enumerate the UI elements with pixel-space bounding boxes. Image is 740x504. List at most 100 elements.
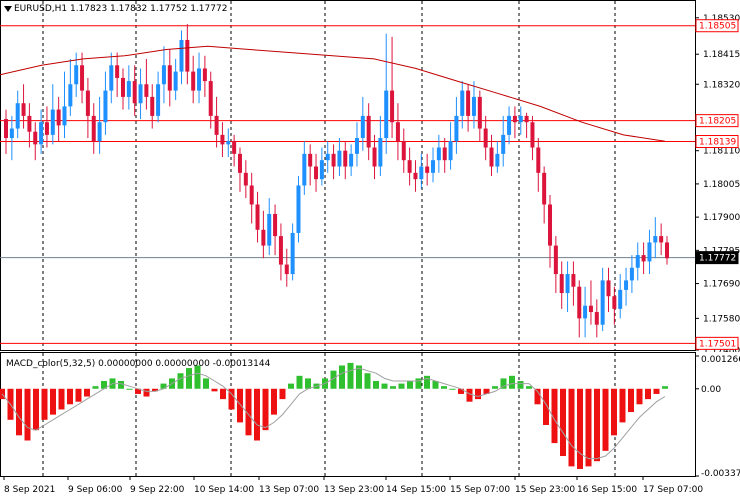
bearish-candle xyxy=(191,71,196,91)
bullish-candle xyxy=(565,274,570,294)
macd-bar xyxy=(92,386,99,389)
macd-bar xyxy=(645,388,651,400)
bullish-candle xyxy=(319,160,324,180)
macd-bar xyxy=(347,362,354,389)
macd-tick-label: -0.0033722 xyxy=(701,469,740,479)
macd-bar xyxy=(67,388,73,405)
time-axis-label: 15 Sep 07:00 xyxy=(450,485,510,495)
bearish-candle xyxy=(21,103,26,116)
bullish-candle xyxy=(138,84,143,104)
macd-bar xyxy=(381,383,388,389)
bullish-candle xyxy=(156,84,161,116)
bullish-candle xyxy=(360,115,365,139)
bearish-candle xyxy=(606,280,611,297)
bearish-candle xyxy=(214,115,219,135)
time-axis-label: 15 Sep 23:00 xyxy=(515,485,575,495)
macd-indicator-panel[interactable]: 0.0012665 0.00 -0.0033722 8 Sep 2021 9 Sep 0… xyxy=(0,352,740,500)
bearish-candle xyxy=(261,229,266,246)
macd-tick-label: 0.00 xyxy=(701,385,721,395)
level-price-tag xyxy=(695,19,739,33)
time-axis-label: 9 Sep 06:00 xyxy=(68,485,123,495)
bullish-candle xyxy=(378,138,383,167)
bearish-candle xyxy=(185,39,190,72)
bearish-candle xyxy=(331,153,336,167)
macd-bar xyxy=(279,388,286,400)
bearish-candle xyxy=(243,172,248,186)
macd-signal-line xyxy=(1,367,666,460)
bullish-candle xyxy=(302,153,307,186)
macd-bar xyxy=(509,375,515,389)
macd-bar xyxy=(245,388,252,436)
bearish-candle xyxy=(571,274,576,287)
bullish-candle xyxy=(325,153,330,161)
macd-bar xyxy=(568,388,575,467)
macd-bar xyxy=(254,388,260,441)
macd-bar xyxy=(16,388,22,436)
macd-bar xyxy=(390,386,396,389)
bullish-candle xyxy=(349,153,354,167)
macd-bar xyxy=(160,383,167,389)
price-tick-label: 1.18530 xyxy=(703,14,740,24)
macd-bar xyxy=(271,388,277,415)
bearish-candle xyxy=(220,134,225,145)
macd-bar xyxy=(33,388,39,431)
macd-bar xyxy=(296,375,303,389)
bullish-candle xyxy=(419,166,424,180)
macd-bar xyxy=(262,388,269,431)
bearish-candle xyxy=(56,109,61,126)
bullish-candle xyxy=(635,255,640,268)
bearish-candle xyxy=(594,312,599,325)
macd-bar xyxy=(441,386,447,389)
macd-bar xyxy=(577,388,583,469)
macd-bar xyxy=(220,388,226,400)
macd-bar xyxy=(585,388,592,467)
price-tick-label: 1.18005 xyxy=(703,180,740,190)
bearish-candle xyxy=(588,305,593,313)
bearish-candle xyxy=(425,166,430,173)
macd-bar xyxy=(466,388,473,402)
macd-bar xyxy=(126,388,133,390)
candlestick-chart[interactable]: 1.18530 1.18415 1.18320 1.18110 1.18005 1.179… xyxy=(0,0,740,356)
bullish-candle xyxy=(173,71,178,91)
macd-bar xyxy=(407,381,413,389)
bearish-candle xyxy=(144,84,149,97)
bearish-candle xyxy=(577,286,582,319)
bullish-candle xyxy=(460,90,465,116)
macd-bar xyxy=(373,381,379,389)
bearish-candle xyxy=(489,147,494,167)
bullish-candle xyxy=(226,141,231,145)
bearish-candle xyxy=(208,81,213,116)
macd-bar xyxy=(475,388,481,400)
bearish-candle xyxy=(442,147,447,161)
bullish-candle xyxy=(179,39,184,72)
macd-bar xyxy=(186,368,192,389)
macd-chart[interactable]: 0.0012665 0.00 -0.0033722 8 Sep 2021 9 Sep 0… xyxy=(0,352,740,500)
macd-bar xyxy=(526,386,532,389)
macd-bar xyxy=(237,388,243,423)
macd-bar xyxy=(500,378,507,389)
macd-tick-label: 0.0012665 xyxy=(701,355,740,365)
bullish-candle xyxy=(62,106,67,126)
macd-bar xyxy=(424,375,430,389)
price-chart-panel[interactable]: 1.18530 1.18415 1.18320 1.18110 1.18005 1.179… xyxy=(0,0,740,356)
level-price-tag xyxy=(695,336,739,350)
macd-bar xyxy=(118,381,124,389)
bearish-candle xyxy=(413,172,418,180)
macd-bar xyxy=(432,381,439,389)
macd-bar xyxy=(50,388,56,415)
macd-bar xyxy=(543,388,549,425)
bullish-candle xyxy=(384,90,389,139)
macd-bar xyxy=(458,388,464,394)
macd-plot-border xyxy=(0,352,696,477)
bearish-candle xyxy=(4,119,8,139)
macd-bar xyxy=(534,388,541,405)
bullish-candle xyxy=(600,280,605,325)
bearish-candle xyxy=(366,115,371,148)
dropdown-triangle-icon[interactable] xyxy=(4,5,12,12)
bearish-candle xyxy=(536,147,541,173)
bearish-candle xyxy=(44,122,49,135)
price-tick-label: 1.17900 xyxy=(703,213,740,223)
bearish-candle xyxy=(120,77,125,97)
bullish-candle xyxy=(296,185,301,233)
price-tick-label: 1.17690 xyxy=(703,280,740,290)
